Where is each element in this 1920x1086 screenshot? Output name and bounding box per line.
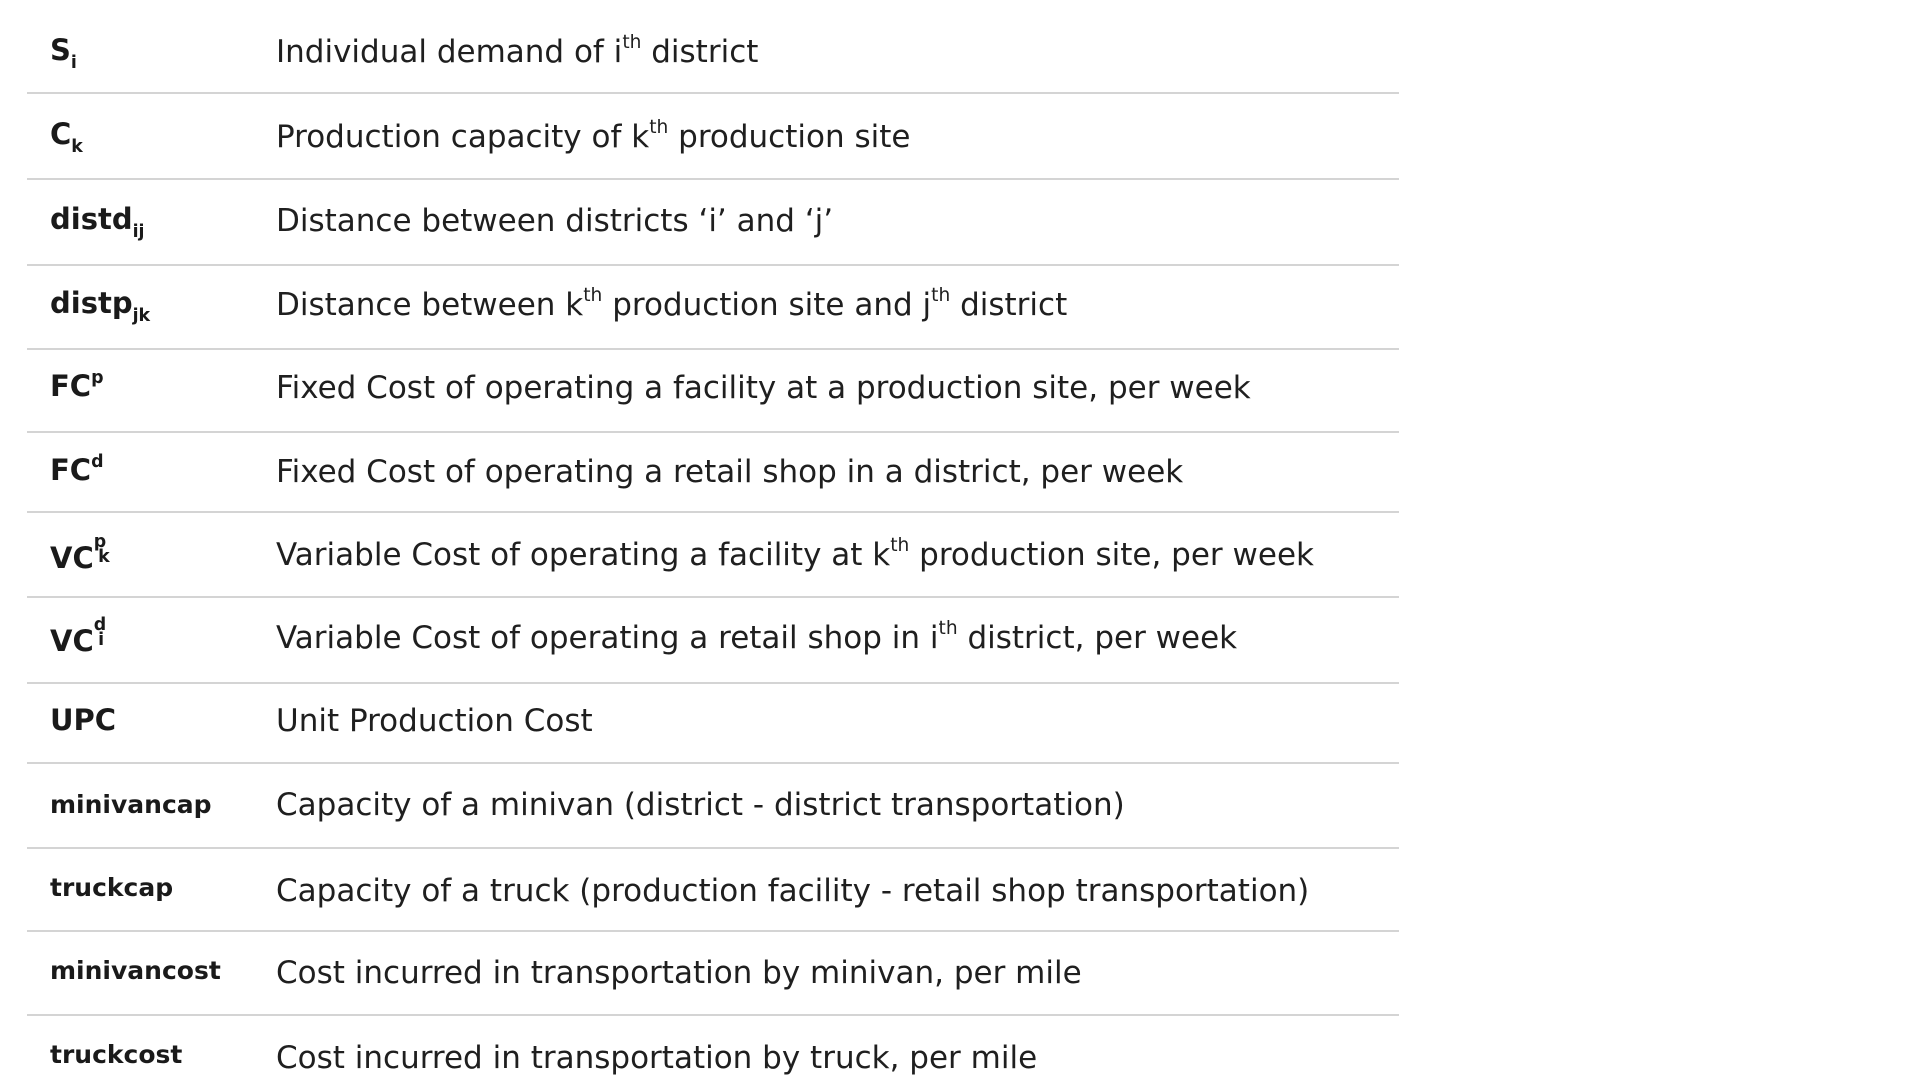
parameter-symbol: VC d i: [50, 615, 107, 658]
table-row: minivancost Cost incurred in transportat…: [27, 932, 1399, 1016]
parameter-table: Si Individual demand of ith district Ck …: [27, 0, 1399, 1086]
table-row: VC d i Variable Cost of operating a retail…: [27, 598, 1399, 684]
parameter-description: Variable Cost of operating a facility at…: [276, 535, 1314, 573]
table-row: FCp Fixed Cost of operating a facility a…: [27, 350, 1399, 433]
parameter-description: Production capacity of kth production si…: [276, 117, 911, 155]
table-row: minivancap Capacity of a minivan (distri…: [27, 764, 1399, 849]
parameter-symbol: FCd: [50, 451, 104, 487]
parameter-description: Variable Cost of operating a retail shop…: [276, 618, 1238, 656]
parameter-symbol: minivancap: [50, 790, 212, 819]
table-row: truckcap Capacity of a truck (production…: [27, 849, 1399, 932]
parameter-symbol: distpjk: [50, 286, 151, 326]
parameter-description: Distance between districts ‘i’ and ‘j’: [276, 203, 834, 239]
parameter-symbol: distdij: [50, 202, 145, 242]
parameter-description: Fixed Cost of operating a facility at a …: [276, 370, 1251, 406]
parameter-symbol: VC p k: [50, 532, 110, 575]
parameter-description: Unit Production Cost: [276, 703, 593, 739]
table-row: Ck Production capacity of kth production…: [27, 94, 1399, 180]
table-row: FCd Fixed Cost of operating a retail sho…: [27, 433, 1399, 513]
parameter-description: Capacity of a truck (production facility…: [276, 873, 1310, 909]
parameter-description: Cost incurred in transportation by truck…: [276, 1040, 1038, 1076]
parameter-symbol: truckcap: [50, 873, 174, 902]
parameter-description: Distance between kth production site and…: [276, 285, 1068, 323]
table-row: Si Individual demand of ith district: [27, 0, 1399, 94]
parameter-symbol: truckcost: [50, 1040, 183, 1069]
parameter-description: Fixed Cost of operating a retail shop in…: [276, 454, 1184, 490]
parameter-description: Individual demand of ith district: [276, 32, 759, 70]
parameter-description: Capacity of a minivan (district - distri…: [276, 787, 1125, 823]
parameter-description: Cost incurred in transportation by miniv…: [276, 955, 1082, 991]
parameter-symbol: UPC: [50, 703, 117, 737]
table-row: UPC Unit Production Cost: [27, 684, 1399, 764]
table-row: distdij Distance between districts ‘i’ a…: [27, 180, 1399, 266]
parameter-symbol: Si: [50, 33, 77, 73]
parameter-symbol: minivancost: [50, 956, 221, 985]
parameter-symbol: Ck: [50, 117, 83, 157]
table-row: distpjk Distance between kth production …: [27, 266, 1399, 350]
table-row: VC p k Variable Cost of operating a facili…: [27, 513, 1399, 598]
table-row: truckcost Cost incurred in transportatio…: [27, 1016, 1399, 1086]
parameter-symbol: FCp: [50, 367, 104, 403]
